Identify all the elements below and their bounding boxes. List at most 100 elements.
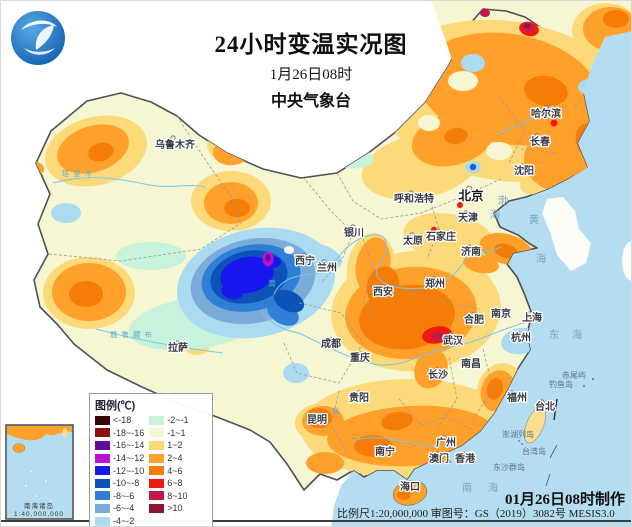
legend-title: 图例(℃) — [95, 400, 136, 412]
legend-swatch — [95, 440, 110, 450]
city-dot — [321, 259, 327, 265]
city-label: 兰州 — [317, 261, 337, 274]
city-dot — [170, 135, 176, 141]
legend-swatch — [149, 453, 165, 463]
city-dot — [495, 307, 501, 313]
legend: 图例(℃) <-18 -18~-16 -16~-14 -14~-12 -12~-10 -1… — [89, 393, 213, 526]
city-dot — [311, 413, 317, 419]
city-label: 重庆 — [350, 351, 370, 364]
hainan-island — [392, 480, 428, 506]
city-dot — [467, 357, 473, 363]
city-label: 成都 — [321, 337, 341, 350]
sea-label: 海 — [488, 481, 499, 494]
title-block: 24小时变温实况图 1月26日08时 中央气象台 — [171, 25, 451, 111]
sea-label: 黄 — [529, 213, 540, 226]
city-label: 北京 — [458, 188, 484, 203]
island-label: 东沙群岛 — [493, 462, 525, 472]
legend-label: -18~-16 — [113, 427, 145, 438]
river-label: 黄 — [268, 278, 280, 288]
city-label: 南京 — [491, 307, 511, 320]
legend-swatch — [149, 466, 165, 476]
cma-logo — [11, 11, 65, 65]
legend-swatch — [149, 503, 165, 513]
city-dot — [378, 284, 384, 290]
city-label: 香港 — [455, 452, 476, 465]
city-dot — [357, 351, 363, 357]
legend-column-positive: -2~-1 -1~1 1~2 2~4 4~6 6~8 8~10 >10 — [149, 414, 189, 526]
city-dot — [441, 435, 447, 441]
city-label: 长沙 — [428, 368, 448, 381]
island-label: 澎湖列岛 — [502, 429, 534, 439]
legend-label: 8~10 — [167, 490, 188, 501]
city-label: 福州 — [506, 391, 527, 404]
city-label: 上海 — [522, 311, 542, 324]
legend-label: -2~-1 — [167, 415, 189, 426]
legend-item: -10~-8 — [95, 477, 144, 490]
city-label: 台北 — [535, 400, 555, 413]
rivers — [52, 104, 554, 448]
city-label: 广州 — [436, 436, 456, 449]
legend-label: 4~6 — [167, 465, 183, 476]
city-dot — [527, 311, 533, 317]
legend-column-negative: <-18 -18~-16 -16~-14 -14~-12 -12~-10 -10~-8 -8… — [95, 414, 145, 526]
legend-label: -12~-10 — [113, 465, 145, 476]
legend-item: -4~-2 — [95, 515, 144, 526]
island-label: 台湾岛 — [522, 446, 546, 456]
legend-label: -6~-4 — [113, 503, 135, 514]
city-label: 武汉 — [443, 334, 464, 347]
japan-landmass — [622, 241, 631, 281]
city-dot — [301, 253, 307, 259]
legend-item: -16~-14 — [95, 439, 144, 452]
city-dot — [466, 244, 472, 250]
city-dot — [328, 337, 334, 343]
city-label: 沈阳 — [514, 164, 534, 177]
legend-swatch — [149, 478, 165, 488]
city-label: 合肥 — [463, 313, 484, 326]
city-dot — [350, 224, 356, 230]
city-label: 哈尔滨 — [531, 107, 561, 120]
legend-swatch — [95, 478, 110, 488]
city-dot — [543, 105, 549, 111]
legend-swatch — [95, 503, 110, 513]
legend-label: -8~-6 — [113, 490, 135, 501]
legend-item: 4~6 — [149, 464, 188, 477]
sea-labels: 渤海 黄海东 海南海 — [462, 194, 583, 494]
legend-label: 1~2 — [167, 440, 183, 451]
inset-caption: 南海诸岛 — [24, 501, 54, 510]
city-label: 郑州 — [425, 277, 445, 290]
city-label: 贵阳 — [349, 391, 369, 404]
city-dot — [407, 480, 413, 486]
city-label: 呼和浩特 — [394, 192, 434, 205]
city-dot — [431, 276, 437, 282]
city-dot — [434, 451, 440, 457]
city-dot — [539, 399, 545, 405]
city-dot — [516, 331, 522, 337]
map-datetime: 1月26日08时 — [269, 67, 353, 83]
city-dot — [435, 228, 441, 234]
map-scale-and-license: 比例尺1:20,000,000 审图号：GS（2019）3082号 MESIS3… — [337, 508, 615, 520]
legend-swatch — [149, 440, 165, 450]
legend-item: 8~10 — [149, 490, 188, 503]
city-label: 南昌 — [461, 357, 481, 370]
legend-swatch — [149, 415, 165, 425]
legend-swatch — [95, 491, 110, 501]
legend-swatch — [95, 466, 110, 476]
sea-label: 南 — [462, 481, 473, 494]
legend-item: -8~-6 — [95, 490, 144, 503]
city-dot — [382, 444, 388, 450]
bottom-frame-line — [1, 520, 631, 522]
city-label: 乌鲁木齐 — [155, 138, 196, 151]
legend-label: -14~-12 — [113, 453, 145, 464]
city-label: 天津 — [458, 211, 478, 224]
city-dot — [461, 451, 467, 457]
taiwan-island — [518, 378, 594, 487]
legend-item: -18~-16 — [95, 427, 144, 440]
city-dot — [448, 332, 454, 338]
city-dot — [356, 390, 362, 396]
city-label: 太原 — [402, 234, 423, 247]
